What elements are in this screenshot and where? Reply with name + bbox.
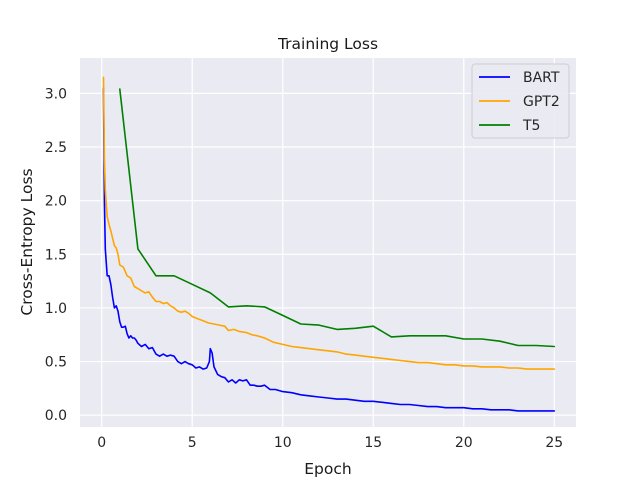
x-tick-label: 5 xyxy=(188,435,197,451)
x-tick-labels: 0 5 10 15 20 25 xyxy=(97,435,563,451)
y-tick-label: 2.0 xyxy=(45,194,67,210)
series-line-t5 xyxy=(119,88,556,348)
y-tick-label: 0.5 xyxy=(45,355,67,371)
y-tick-label: 0.0 xyxy=(45,408,67,424)
x-axis-title: Epoch xyxy=(304,460,351,478)
y-tick-labels: 0.0 0.5 1.0 1.5 2.0 2.5 3.0 xyxy=(45,86,67,424)
x-tick-label: 10 xyxy=(274,435,292,451)
legend: BART GPT2 T5 xyxy=(471,63,570,139)
series-lines xyxy=(102,76,556,412)
y-tick-label: 1.0 xyxy=(45,301,67,317)
x-tick-label: 20 xyxy=(455,435,473,451)
y-tick-label: 2.5 xyxy=(45,140,67,156)
x-tick-label: 25 xyxy=(545,435,563,451)
y-axis-title: Cross-Entropy Loss xyxy=(18,168,36,315)
legend-label-bart: BART xyxy=(523,70,560,86)
y-tick-label: 3.0 xyxy=(45,86,67,102)
grid-lines xyxy=(80,58,576,427)
y-tick-label: 1.5 xyxy=(45,247,67,263)
x-tick-label: 0 xyxy=(97,435,106,451)
x-tick-label: 15 xyxy=(364,435,382,451)
legend-label-gpt2: GPT2 xyxy=(523,94,560,110)
legend-box xyxy=(471,63,570,139)
chart-title: Training Loss xyxy=(277,35,378,53)
series-line-bart xyxy=(102,87,556,412)
legend-label-t5: T5 xyxy=(522,118,540,134)
series-line-gpt2 xyxy=(102,76,556,370)
legend-items: BART GPT2 T5 xyxy=(479,70,560,134)
